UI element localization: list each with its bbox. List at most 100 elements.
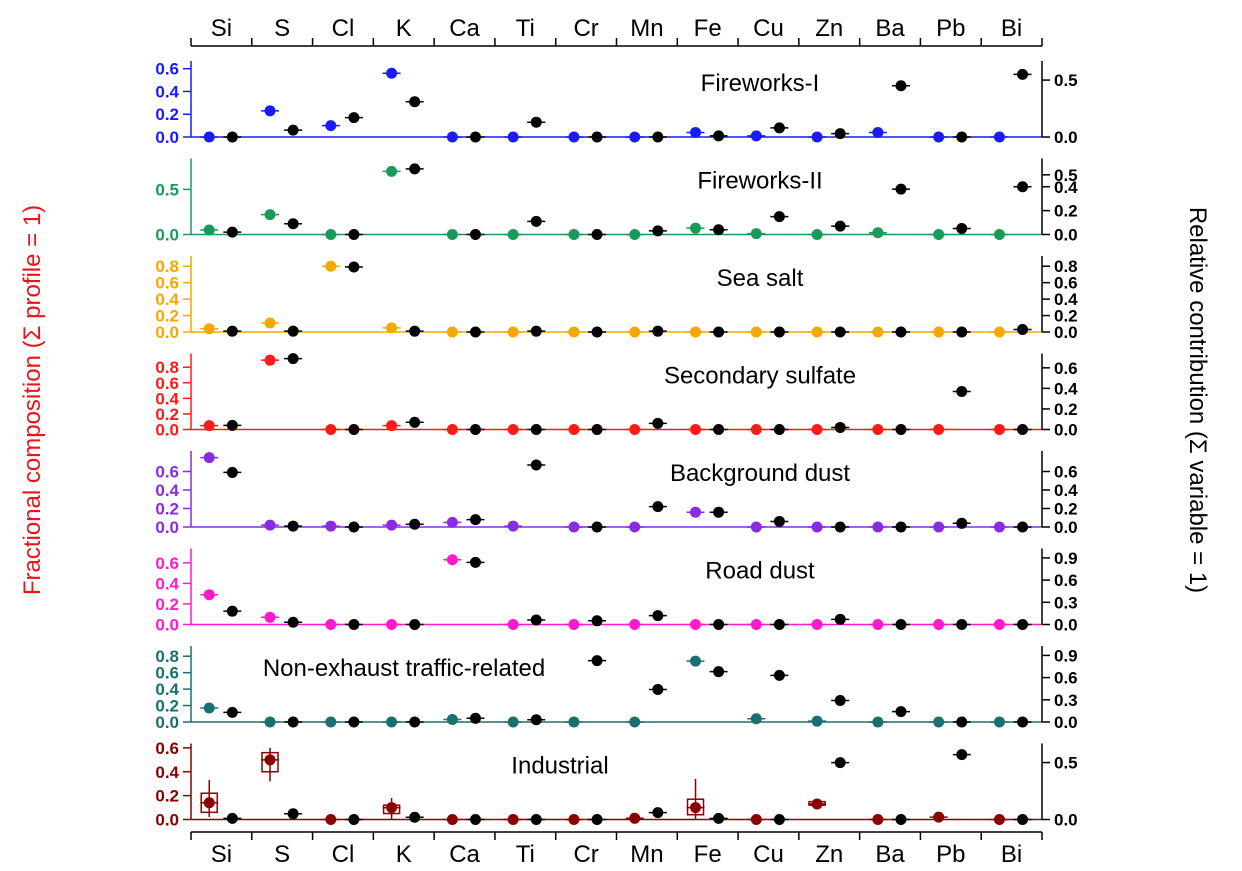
profile-point-bi <box>993 814 1005 825</box>
profile-point-zn <box>811 619 823 630</box>
profile-point-ti <box>507 229 519 240</box>
category-label-ti: Ti <box>516 15 535 42</box>
profile-point-ca <box>446 424 458 435</box>
contribution-point-bi <box>1017 619 1029 630</box>
profile-point-fe <box>690 802 702 814</box>
left-tick-label: 0.4 <box>155 680 179 699</box>
left-tick-label: 0.5 <box>155 180 179 199</box>
category-label-zn: Zn <box>815 15 843 42</box>
left-tick-label: 0.6 <box>155 274 179 293</box>
panel-title: Road dust <box>705 558 815 585</box>
contribution-point-k <box>409 325 421 337</box>
contribution-point-cu <box>773 122 785 134</box>
right-tick-label: 0.0 <box>1054 323 1078 342</box>
category-label-zn: Zn <box>815 841 843 866</box>
left-tick-label: 0.2 <box>155 595 179 614</box>
profile-point-mn <box>629 619 641 630</box>
contribution-point-zn <box>834 421 846 433</box>
left-tick-label: 0.4 <box>155 763 179 782</box>
right-tick-label: 0.0 <box>1054 713 1078 732</box>
contribution-point-zn <box>834 613 846 625</box>
profile-point-cr <box>568 521 580 533</box>
right-tick-label: 0.0 <box>1054 128 1078 147</box>
contribution-point-cu <box>773 619 785 630</box>
contribution-point-cr <box>591 814 603 825</box>
profile-point-pb <box>933 619 945 630</box>
contribution-point-mn <box>652 683 664 695</box>
profile-point-cr <box>568 619 580 630</box>
top-category-axis: Si S Cl K Ca Ti Cr Mn Fe Cu Zn Ba Pb Bi <box>190 15 1043 47</box>
y-axis-label-right: Relative contribution (Σ variable = 1) <box>1184 207 1211 593</box>
contribution-point-fe <box>713 666 725 678</box>
right-tick-label: 0.2 <box>1054 202 1078 221</box>
right-tick-label: 0.4 <box>1054 379 1078 398</box>
contribution-point-mn <box>652 225 664 237</box>
contribution-point-cu <box>773 515 785 527</box>
contribution-point-ba <box>895 521 907 533</box>
left-tick-label: 0.0 <box>155 518 179 537</box>
category-label-cr: Cr <box>573 841 598 866</box>
profile-point-mn <box>629 326 641 338</box>
profile-point-fe <box>690 424 702 435</box>
contribution-point-mn <box>652 417 664 429</box>
profile-point-pb <box>933 131 945 143</box>
profile-point-mn <box>629 229 641 240</box>
contribution-point-s <box>287 218 299 230</box>
profile-point-ti <box>507 520 519 532</box>
category-label-ca: Ca <box>449 15 480 42</box>
category-label-bi: Bi <box>1001 15 1022 42</box>
profile-point-cr <box>568 424 580 435</box>
profile-point-pb <box>933 229 945 240</box>
profile-point-s <box>264 354 276 366</box>
profile-point-si <box>203 797 215 809</box>
profile-point-cu <box>750 814 762 825</box>
left-tick-label: 0.0 <box>155 811 179 830</box>
profile-point-k <box>386 716 398 728</box>
profile-point-s <box>264 209 276 221</box>
contribution-point-cl <box>348 424 360 435</box>
contribution-point-s <box>287 520 299 532</box>
right-tick-label: 0.4 <box>1054 178 1078 197</box>
contribution-point-ti <box>530 215 542 227</box>
profile-point-zn <box>811 424 823 435</box>
contribution-point-cl <box>348 112 360 124</box>
contribution-point-ba <box>895 326 907 338</box>
profile-point-ti <box>507 716 519 728</box>
contribution-point-bi <box>1017 181 1029 193</box>
right-tick-label: 0.0 <box>1054 518 1078 537</box>
contribution-point-zn <box>834 695 846 707</box>
contribution-point-cr <box>591 615 603 627</box>
profile-point-zn <box>811 798 823 810</box>
category-label-fe: Fe <box>694 841 722 866</box>
right-tick-label: 0.0 <box>1054 616 1078 635</box>
category-label-cr: Cr <box>573 15 598 42</box>
contribution-point-pb <box>956 131 968 143</box>
category-label-pb: Pb <box>936 15 965 42</box>
profile-point-bi <box>993 424 1005 435</box>
profile-point-si <box>203 589 215 601</box>
contribution-point-cl <box>348 814 360 825</box>
profile-point-k <box>386 322 398 334</box>
contribution-point-pb <box>956 749 968 761</box>
left-tick-label: 0.4 <box>155 82 179 101</box>
profile-point-ti <box>507 326 519 338</box>
left-tick-label: 0.6 <box>155 463 179 482</box>
profile-point-ti <box>507 619 519 630</box>
profile-point-fe <box>690 326 702 338</box>
contribution-point-bi <box>1017 716 1029 728</box>
category-label-k: K <box>396 841 412 866</box>
panel-fireworks-i: 0.0 0.2 0.4 0.6 0.0 0.5 Fireworks-I <box>155 60 1077 147</box>
contribution-point-k <box>409 811 421 823</box>
profile-point-ca <box>446 229 458 240</box>
contribution-point-pb <box>956 326 968 338</box>
profile-point-zn <box>811 326 823 338</box>
profile-point-zn <box>811 131 823 143</box>
contribution-point-si <box>226 812 238 824</box>
profile-point-zn <box>811 229 823 240</box>
profile-point-si <box>203 131 215 143</box>
contribution-point-cu <box>773 211 785 223</box>
profile-point-si <box>203 224 215 236</box>
